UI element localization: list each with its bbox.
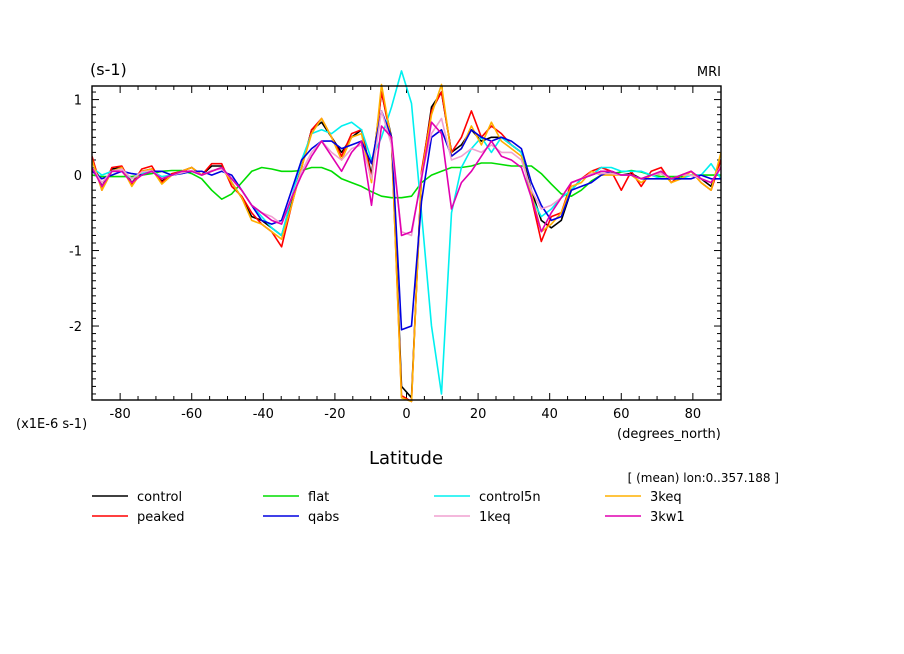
plot-frame [91,85,722,401]
legend-label-qabs: qabs [308,510,339,525]
units-label: (s-1) [90,60,127,79]
series-lines [92,70,721,403]
series-line-3kw1 [92,121,721,237]
scale-label: (x1E-6 s-1) [16,417,87,432]
y-tick-label: -2 [69,320,82,335]
y-tick-label: 0 [74,169,82,184]
x-tick-label: 60 [613,407,630,422]
x-units-label: (degrees_north) [617,427,721,442]
legend: control flat control5n 3keq peaked qabs 1keq 3k… [92,490,685,525]
series-line-control [92,91,721,399]
y-tick-labels: -2 -1 0 1 [69,94,82,335]
legend-label-3keq: 3keq [650,490,682,505]
y-tick-label: -1 [69,245,82,260]
x-tick-label: 20 [470,407,487,422]
series-line-peaked [92,91,721,403]
legend-label-control5n: control5n [479,490,541,505]
x-tick-labels: -80 -60 -40 -20 0 20 40 60 80 [110,407,702,422]
x-tick-label: -40 [253,407,274,422]
x-tick-label: -60 [181,407,202,422]
x-tick-label: -80 [110,407,131,422]
series-line-control5n [92,70,721,395]
legend-label-control: control [137,490,182,505]
subtitle: [ (mean) lon:0..357.188 ] [628,471,779,485]
legend-label-1keq: 1keq [479,510,511,525]
axis-ticks [92,86,721,400]
x-tick-label: 80 [685,407,702,422]
series-line-3keq [92,83,721,403]
model-label: MRI [697,65,721,80]
x-tick-label: 40 [541,407,558,422]
x-tick-label: 0 [402,407,410,422]
x-axis-title: Latitude [369,448,443,469]
legend-label-3kw1: 3kw1 [650,510,685,525]
y-tick-label: 1 [74,94,82,109]
x-tick-label: -20 [324,407,345,422]
legend-label-flat: flat [308,490,329,505]
series-line-qabs [92,110,721,331]
legend-label-peaked: peaked [137,510,185,525]
